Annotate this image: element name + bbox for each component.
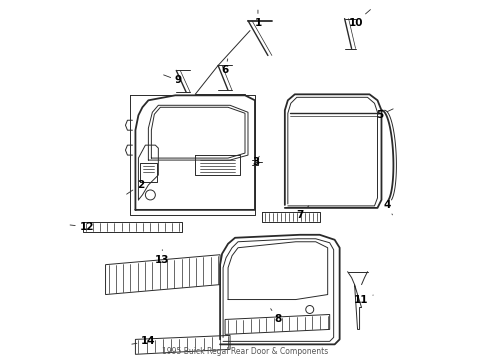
Text: 14: 14 <box>132 336 156 346</box>
Text: 1: 1 <box>254 10 262 28</box>
Text: 8: 8 <box>270 309 281 324</box>
Text: 1995 Buick Regal Rear Door & Components: 1995 Buick Regal Rear Door & Components <box>162 347 328 356</box>
Text: 3: 3 <box>252 156 260 167</box>
Text: 10: 10 <box>348 10 370 28</box>
Text: 2: 2 <box>126 180 144 194</box>
Text: 9: 9 <box>164 75 182 85</box>
Text: 13: 13 <box>155 250 170 265</box>
Text: 7: 7 <box>296 206 309 220</box>
Text: 12: 12 <box>70 222 94 232</box>
Text: 6: 6 <box>221 59 229 76</box>
Text: 11: 11 <box>354 294 373 305</box>
Text: 4: 4 <box>384 200 392 215</box>
Text: 5: 5 <box>376 109 393 120</box>
